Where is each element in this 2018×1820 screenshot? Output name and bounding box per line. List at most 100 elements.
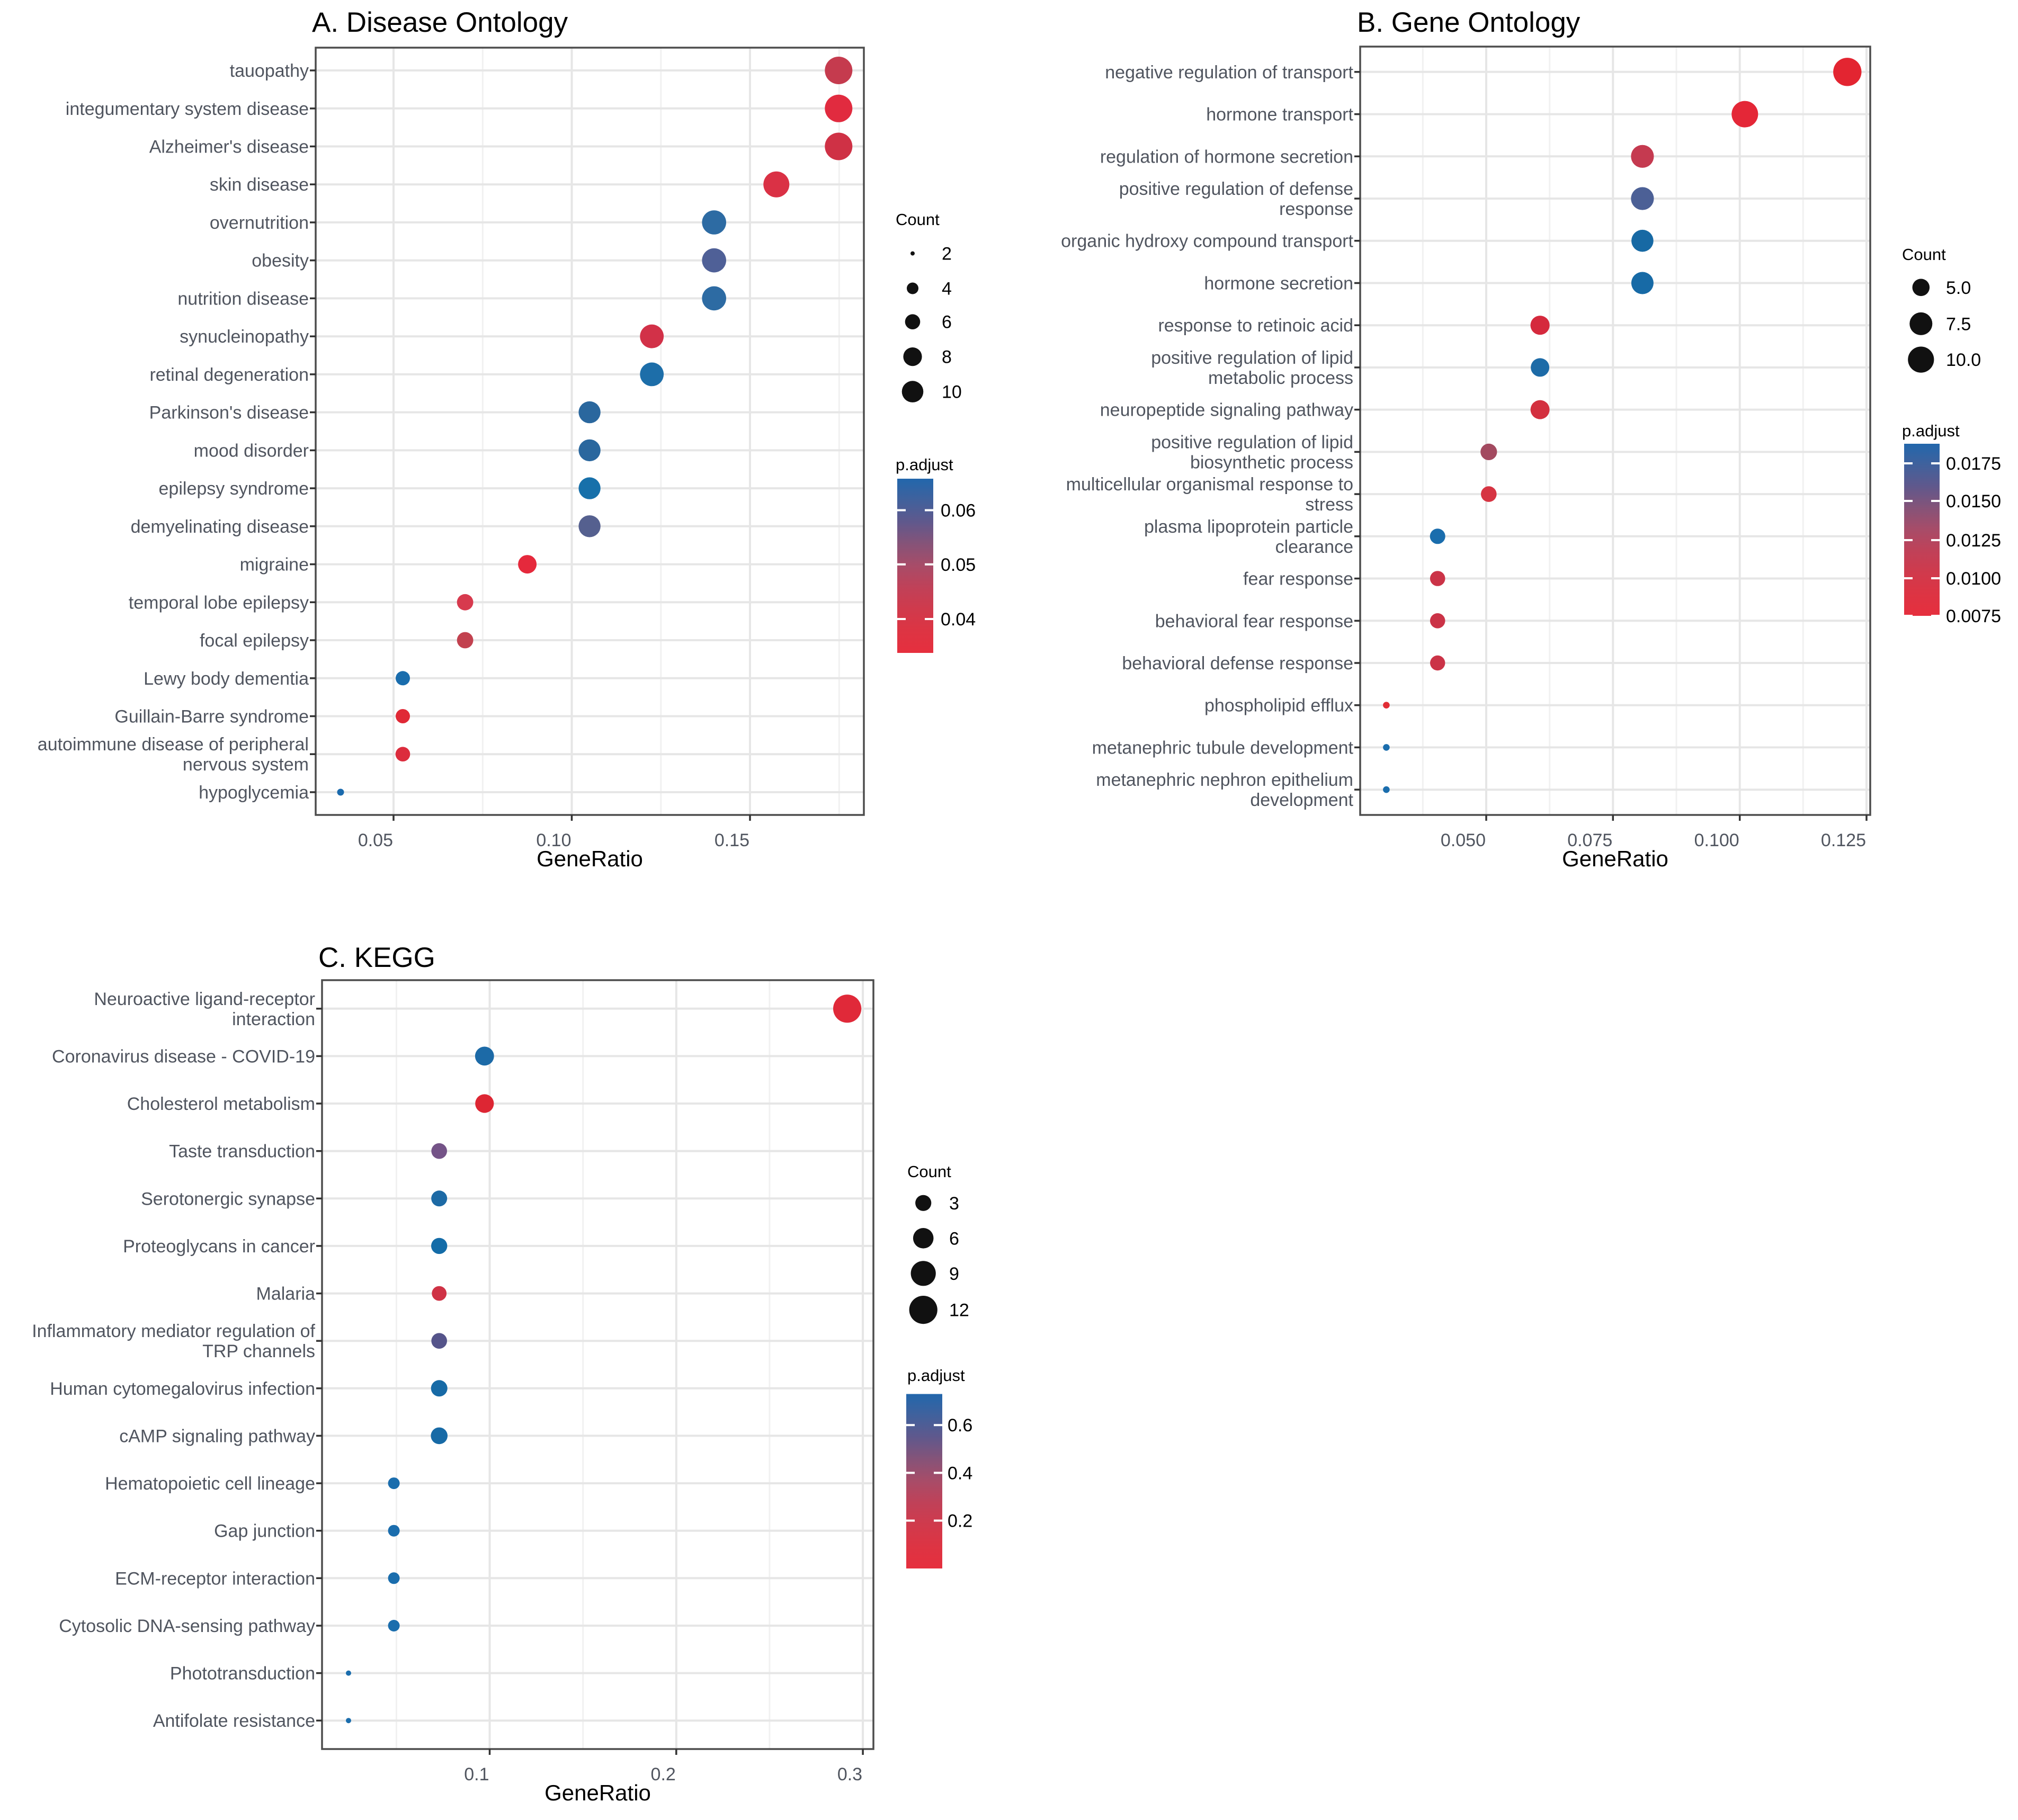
svg-text:0.1: 0.1 [464, 1764, 489, 1785]
svg-text:Proteoglycans in cancer: Proteoglycans in cancer [123, 1236, 315, 1257]
svg-text:12: 12 [949, 1301, 969, 1321]
svg-text:0.6: 0.6 [948, 1415, 972, 1436]
svg-text:Hematopoietic cell lineage: Hematopoietic cell lineage [105, 1474, 315, 1494]
svg-text:Parkinson's disease: Parkinson's disease [149, 403, 309, 423]
svg-text:4: 4 [942, 279, 952, 299]
svg-text:interaction: interaction [232, 1009, 315, 1029]
svg-text:10.0: 10.0 [1946, 350, 1981, 370]
svg-text:0.06: 0.06 [941, 501, 976, 521]
svg-text:response: response [1279, 199, 1353, 219]
svg-text:positive regulation of lipid: positive regulation of lipid [1151, 432, 1353, 452]
svg-text:Count: Count [896, 210, 940, 229]
svg-text:A. Disease Ontology: A. Disease Ontology [312, 7, 568, 38]
svg-text:positive regulation of defense: positive regulation of defense [1119, 179, 1353, 199]
svg-text:0.0075: 0.0075 [1946, 606, 2001, 626]
svg-text:temporal lobe epilepsy: temporal lobe epilepsy [129, 593, 309, 613]
svg-text:Cholesterol metabolism: Cholesterol metabolism [127, 1094, 315, 1114]
svg-text:Cytosolic DNA-sensing pathway: Cytosolic DNA-sensing pathway [59, 1616, 315, 1636]
svg-text:Taste transduction: Taste transduction [169, 1142, 315, 1162]
svg-text:nutrition disease: nutrition disease [177, 289, 309, 309]
svg-text:Alzheimer's disease: Alzheimer's disease [149, 137, 309, 157]
svg-text:10: 10 [942, 382, 962, 402]
svg-text:hormone secretion: hormone secretion [1204, 274, 1353, 294]
svg-text:0.0150: 0.0150 [1946, 491, 2001, 512]
svg-text:autoimmune disease of peripher: autoimmune disease of peripheral [38, 734, 309, 755]
svg-text:0.04: 0.04 [941, 609, 976, 630]
svg-text:regulation of hormone secretio: regulation of hormone secretion [1100, 147, 1353, 167]
svg-text:0.2: 0.2 [948, 1511, 972, 1531]
svg-text:9: 9 [949, 1264, 959, 1284]
svg-text:cAMP signaling pathway: cAMP signaling pathway [119, 1426, 315, 1446]
svg-text:behavioral defense response: behavioral defense response [1122, 653, 1353, 674]
svg-text:0.10: 0.10 [536, 830, 571, 850]
svg-text:0.100: 0.100 [1694, 830, 1739, 850]
svg-text:0.0100: 0.0100 [1946, 569, 2001, 589]
svg-text:demyelinating disease: demyelinating disease [131, 517, 309, 537]
svg-text:negative regulation of transpo: negative regulation of transport [1105, 62, 1353, 83]
svg-text:GeneRatio: GeneRatio [1562, 846, 1668, 871]
svg-text:0.0175: 0.0175 [1946, 454, 2001, 474]
svg-text:0.2: 0.2 [651, 1764, 676, 1785]
svg-text:6: 6 [942, 312, 952, 333]
svg-text:retinal degeneration: retinal degeneration [149, 365, 309, 385]
svg-text:skin disease: skin disease [210, 175, 309, 195]
svg-text:0.05: 0.05 [358, 830, 393, 850]
svg-text:response to retinoic acid: response to retinoic acid [1158, 316, 1353, 336]
svg-text:nervous system: nervous system [183, 755, 309, 775]
svg-text:multicellular organismal respo: multicellular organismal response to [1066, 474, 1353, 495]
svg-text:ECM-receptor interaction: ECM-receptor interaction [115, 1568, 315, 1589]
svg-text:8: 8 [942, 347, 952, 367]
svg-text:2: 2 [942, 244, 952, 264]
svg-text:0.125: 0.125 [1821, 830, 1866, 850]
svg-text:0.4: 0.4 [948, 1463, 972, 1483]
svg-text:integumentary system disease: integumentary system disease [66, 99, 309, 119]
svg-text:GeneRatio: GeneRatio [537, 846, 643, 871]
svg-text:epilepsy syndrome: epilepsy syndrome [159, 479, 309, 499]
svg-text:organic hydroxy compound trans: organic hydroxy compound transport [1061, 231, 1353, 252]
svg-text:tauopathy: tauopathy [230, 61, 309, 81]
svg-text:Gap junction: Gap junction [214, 1521, 315, 1541]
svg-text:C. KEGG: C. KEGG [318, 942, 435, 973]
svg-text:0.05: 0.05 [941, 555, 976, 575]
svg-text:B. Gene Ontology: B. Gene Ontology [1357, 7, 1581, 38]
svg-text:phospholipid efflux: phospholipid efflux [1204, 696, 1353, 716]
svg-text:obesity: obesity [252, 251, 309, 271]
svg-text:clearance: clearance [1275, 537, 1353, 557]
svg-text:synucleinopathy: synucleinopathy [180, 327, 309, 347]
svg-text:behavioral fear response: behavioral fear response [1155, 611, 1353, 631]
svg-text:development: development [1250, 790, 1353, 810]
svg-text:Lewy body dementia: Lewy body dementia [144, 669, 309, 689]
svg-text:neuropeptide signaling pathway: neuropeptide signaling pathway [1100, 400, 1353, 420]
svg-text:p.adjust: p.adjust [896, 455, 953, 474]
svg-text:metanephric nephron epithelium: metanephric nephron epithelium [1096, 770, 1353, 790]
svg-text:Antifolate resistance: Antifolate resistance [153, 1711, 315, 1731]
svg-text:3: 3 [949, 1194, 959, 1214]
svg-text:overnutrition: overnutrition [210, 213, 309, 233]
svg-text:p.adjust: p.adjust [1902, 422, 1960, 440]
svg-text:Serotonergic synapse: Serotonergic synapse [141, 1189, 315, 1209]
svg-text:Coronavirus disease - COVID-19: Coronavirus disease - COVID-19 [52, 1046, 315, 1066]
svg-text:plasma lipoprotein particle: plasma lipoprotein particle [1144, 517, 1353, 537]
svg-text:0.075: 0.075 [1567, 830, 1612, 850]
svg-text:Human cytomegalovirus infectio: Human cytomegalovirus infection [50, 1379, 315, 1399]
svg-text:GeneRatio: GeneRatio [544, 1780, 651, 1805]
svg-text:Inflammatory mediator regulati: Inflammatory mediator regulation of [32, 1321, 315, 1341]
svg-text:0.3: 0.3 [837, 1764, 862, 1785]
svg-text:Malaria: Malaria [256, 1284, 316, 1304]
svg-text:hypoglycemia: hypoglycemia [199, 783, 309, 803]
svg-text:metanephric tubule development: metanephric tubule development [1092, 738, 1354, 758]
svg-text:Count: Count [1902, 245, 1946, 264]
svg-text:hormone transport: hormone transport [1206, 105, 1353, 125]
svg-text:p.adjust: p.adjust [907, 1366, 965, 1385]
svg-text:migraine: migraine [240, 555, 309, 575]
svg-text:mood disorder: mood disorder [194, 441, 309, 461]
svg-text:5.0: 5.0 [1946, 278, 1971, 298]
svg-text:TRP channels: TRP channels [202, 1341, 315, 1361]
svg-text:7.5: 7.5 [1946, 314, 1971, 334]
svg-text:metabolic process: metabolic process [1208, 368, 1353, 388]
svg-text:stress: stress [1305, 495, 1353, 515]
svg-text:0.15: 0.15 [715, 830, 749, 850]
svg-text:focal epilepsy: focal epilepsy [200, 631, 309, 651]
svg-text:0.0125: 0.0125 [1946, 531, 2001, 551]
svg-text:fear response: fear response [1243, 569, 1353, 589]
